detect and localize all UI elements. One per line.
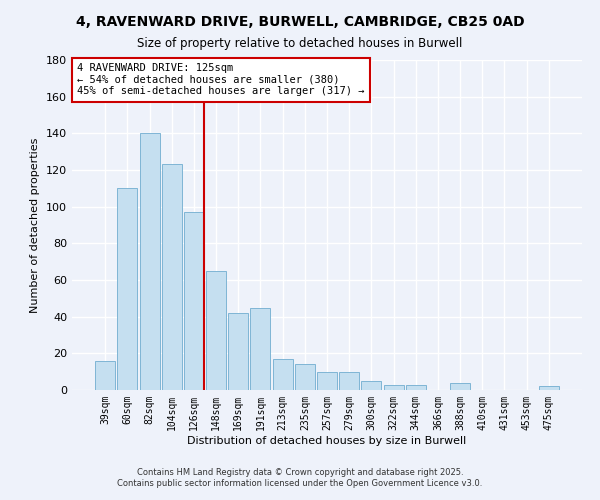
Bar bbox=[383, 384, 404, 390]
Y-axis label: Number of detached properties: Number of detached properties bbox=[31, 138, 40, 312]
Bar bbox=[361, 381, 382, 390]
Bar bbox=[162, 164, 182, 390]
Text: 4, RAVENWARD DRIVE, BURWELL, CAMBRIDGE, CB25 0AD: 4, RAVENWARD DRIVE, BURWELL, CAMBRIDGE, … bbox=[76, 15, 524, 29]
Text: Contains HM Land Registry data © Crown copyright and database right 2025.
Contai: Contains HM Land Registry data © Crown c… bbox=[118, 468, 482, 487]
X-axis label: Distribution of detached houses by size in Burwell: Distribution of detached houses by size … bbox=[187, 436, 467, 446]
Bar bbox=[295, 364, 315, 390]
Text: Size of property relative to detached houses in Burwell: Size of property relative to detached ho… bbox=[137, 38, 463, 51]
Bar bbox=[339, 372, 359, 390]
Text: 4 RAVENWARD DRIVE: 125sqm
← 54% of detached houses are smaller (380)
45% of semi: 4 RAVENWARD DRIVE: 125sqm ← 54% of detac… bbox=[77, 64, 365, 96]
Bar bbox=[206, 271, 226, 390]
Bar bbox=[272, 359, 293, 390]
Bar bbox=[406, 384, 426, 390]
Bar bbox=[317, 372, 337, 390]
Bar bbox=[539, 386, 559, 390]
Bar bbox=[95, 360, 115, 390]
Bar bbox=[450, 382, 470, 390]
Bar bbox=[140, 134, 160, 390]
Bar bbox=[250, 308, 271, 390]
Bar bbox=[228, 313, 248, 390]
Bar bbox=[184, 212, 204, 390]
Bar bbox=[118, 188, 137, 390]
